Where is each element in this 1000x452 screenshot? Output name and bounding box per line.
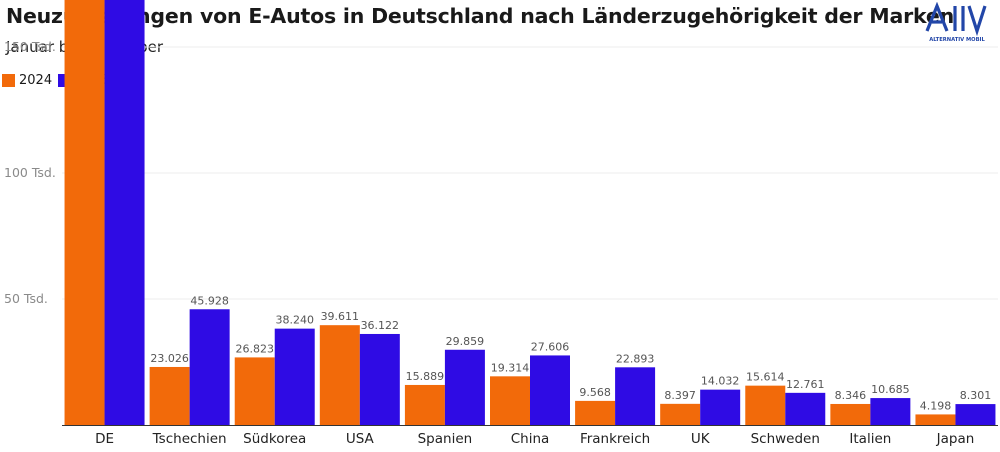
bar-2025-UK[interactable]: [700, 389, 741, 425]
data-label-2024-Spanien: 15.889: [406, 370, 445, 383]
bar-2025-Südkorea[interactable]: [274, 328, 315, 425]
data-label-2025-Südkorea: 38.240: [275, 314, 314, 327]
data-label-2025-Spanien: 29.859: [446, 335, 485, 348]
bar-2024-DE[interactable]: [64, 0, 105, 425]
bar-2024-Italien[interactable]: [830, 403, 871, 425]
bar-2024-Südkorea[interactable]: [234, 357, 275, 425]
bar-2024-Frankreich[interactable]: [575, 400, 616, 425]
data-label-2024-Tschechien: 23.026: [150, 352, 189, 365]
data-label-2025-Italien: 10.685: [871, 383, 910, 396]
x-tick-label-UK: UK: [691, 431, 711, 447]
x-tick-label-Japan: Japan: [936, 431, 975, 447]
data-label-2025-Japan: 8.301: [960, 389, 992, 402]
data-label-2024-Italien: 8.346: [835, 389, 867, 402]
bar-2024-Tschechien[interactable]: [149, 366, 190, 425]
bar-2024-Japan[interactable]: [915, 414, 956, 425]
y-tick-label: 100 Tsd.: [4, 165, 56, 180]
x-tick-label-Frankreich: Frankreich: [580, 431, 650, 447]
bar-2025-Schweden[interactable]: [785, 392, 826, 425]
data-label-2024-Südkorea: 26.823: [235, 342, 274, 355]
bar-2024-Spanien[interactable]: [404, 384, 445, 425]
bar-2025-Japan[interactable]: [955, 404, 996, 425]
alternativ-mobil-logo: ALTERNATIV MOBIL: [925, 2, 987, 43]
bar-2025-USA[interactable]: [359, 333, 400, 425]
bar-2025-Tschechien[interactable]: [189, 309, 230, 425]
data-label-2024-China: 19.314: [491, 361, 530, 374]
bar-2025-Italien[interactable]: [870, 398, 911, 425]
x-tick-label-Italien: Italien: [849, 431, 891, 447]
data-label-2024-USA: 39.611: [321, 310, 360, 323]
x-tick-label-Spanien: Spanien: [418, 431, 473, 447]
bar-2025-China[interactable]: [530, 355, 570, 425]
data-label-2024-Japan: 4.198: [920, 399, 952, 412]
data-label-2024-Schweden: 15.614: [746, 371, 785, 384]
chart-title: Neuzulassungen von E-Autos in Deutschlan…: [6, 4, 954, 28]
bar-2024-USA[interactable]: [319, 325, 360, 425]
x-tick-label-Südkorea: Südkorea: [243, 431, 306, 447]
data-label-2025-Schweden: 12.761: [786, 378, 825, 391]
data-label-2025-USA: 36.122: [361, 319, 400, 332]
data-label-2025-Tschechien: 45.928: [190, 294, 229, 307]
data-label-2024-Frankreich: 9.568: [579, 386, 611, 399]
data-label-2025-UK: 14.032: [701, 375, 740, 388]
logo-text: ALTERNATIV MOBIL: [929, 37, 985, 43]
x-tick-label-DE: DE: [95, 431, 114, 447]
bar-2024-UK[interactable]: [660, 403, 701, 425]
y-tick-label: 50 Tsd.: [4, 291, 48, 306]
y-tick-label: 150 Tsd.: [4, 39, 56, 54]
bar-2025-Spanien[interactable]: [444, 349, 485, 425]
x-tick-label-Schweden: Schweden: [751, 431, 820, 447]
bar-2025-DE[interactable]: [104, 0, 145, 426]
x-tick-label-USA: USA: [346, 431, 375, 447]
data-label-2025-China: 27.606: [531, 340, 570, 353]
legend-label-2024: 2024: [19, 73, 53, 88]
x-tick-label-China: China: [511, 431, 550, 447]
logo-mark-icon: [925, 2, 987, 37]
legend-swatch-2024: [2, 74, 15, 87]
legend-item-2024[interactable]: 2024: [2, 73, 52, 88]
data-label-2024-UK: 8.397: [664, 389, 696, 402]
bar-2024-Schweden[interactable]: [745, 385, 786, 425]
bar-2024-China[interactable]: [490, 376, 530, 425]
x-tick-label-Tschechien: Tschechien: [152, 431, 227, 447]
bar-2025-Frankreich[interactable]: [615, 367, 656, 425]
data-label-2025-Frankreich: 22.893: [616, 352, 655, 365]
